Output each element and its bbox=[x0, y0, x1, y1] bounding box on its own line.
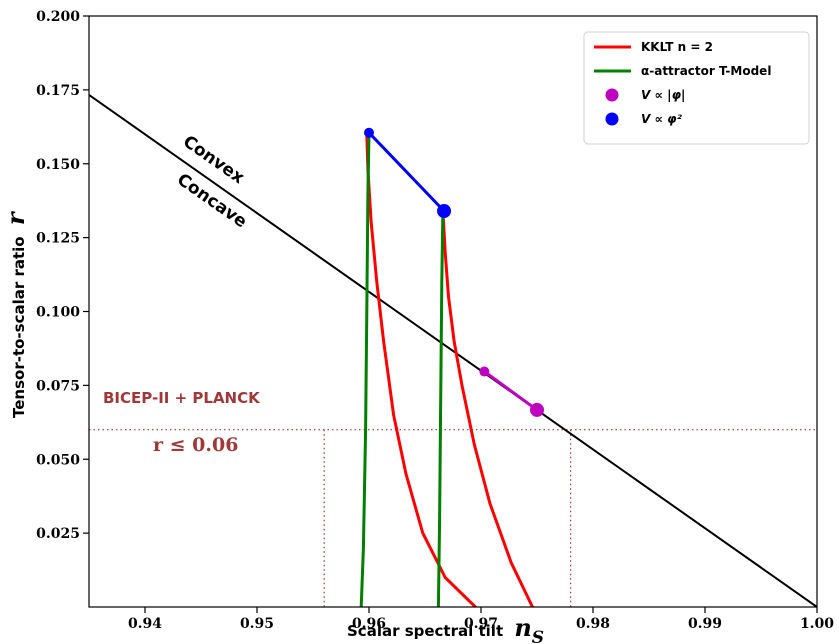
tick-layer: 0.94 0.95 0.96 0.97 0.98 0.99 1.00 0.025 0.050 0.… bbox=[36, 9, 834, 632]
y-tick-label: 0.150 bbox=[36, 157, 80, 173]
series-point-vphi bbox=[479, 366, 490, 377]
y-tick-label: 0.050 bbox=[36, 452, 80, 468]
x-tick-label: 0.94 bbox=[128, 616, 162, 632]
x-tick-label: 0.95 bbox=[240, 616, 274, 632]
series-line-kklt bbox=[441, 209, 534, 607]
plot-area bbox=[89, 94, 817, 607]
x-axis-label-text: Scalar spectral tilt bbox=[347, 622, 503, 640]
y-tick-label: 0.025 bbox=[36, 526, 80, 542]
y-axis-symbol: r bbox=[1, 210, 30, 225]
x-tick-label: 0.99 bbox=[688, 616, 722, 632]
legend-vphi2-marker bbox=[605, 112, 619, 126]
series-line-vphi2 bbox=[367, 131, 446, 213]
series-point-vphi bbox=[530, 402, 544, 417]
series-point-vphi2 bbox=[364, 127, 374, 138]
y-axis-label: Tensor-to-scalar ratio r bbox=[1, 210, 30, 418]
marker-layer bbox=[364, 127, 544, 417]
series-layer bbox=[89, 94, 817, 607]
series-line-kklt bbox=[365, 132, 477, 607]
legend: KKLT n = 2 α-attractor T-Model V ∝ |φ| V… bbox=[583, 31, 810, 145]
x-tick-label: 0.97 bbox=[464, 616, 498, 632]
y-axis-label-text: Tensor-to-scalar ratio bbox=[10, 236, 28, 418]
y-tick-label: 0.075 bbox=[36, 378, 80, 394]
y-tick-label: 0.125 bbox=[36, 231, 80, 247]
x-tick-label: 1.00 bbox=[800, 616, 834, 632]
legend-alpha-label: α-attractor T-Model bbox=[641, 64, 771, 78]
legend-box bbox=[583, 31, 810, 145]
series-line-vphi bbox=[482, 370, 539, 412]
y-tick-label: 0.200 bbox=[36, 9, 80, 25]
x-axis-subscript: S bbox=[532, 628, 544, 644]
x-axis-label: Scalar spectral tilt nS bbox=[347, 613, 544, 644]
series-line-alpha bbox=[436, 209, 445, 607]
x-tick-label: 0.96 bbox=[352, 616, 386, 632]
bound-label: r ≤ 0.06 bbox=[153, 434, 238, 456]
bicep-label: BICEP-II + PLANCK bbox=[103, 389, 261, 407]
x-axis-symbol: n bbox=[514, 613, 531, 642]
series-point-vphi2 bbox=[437, 204, 452, 219]
legend-vphi-marker bbox=[605, 88, 619, 102]
convex-concave-divider bbox=[89, 94, 817, 607]
y-tick-label: 0.100 bbox=[36, 305, 80, 321]
legend-vphi-label: V ∝ |φ| bbox=[641, 88, 685, 102]
series-line-alpha bbox=[359, 132, 371, 607]
legend-vphi2-label: V ∝ φ² bbox=[641, 112, 683, 126]
axes-frame bbox=[88, 15, 818, 608]
legend-kklt-label: KKLT n = 2 bbox=[641, 40, 713, 54]
x-tick-label: 0.98 bbox=[576, 616, 610, 632]
y-tick-label: 0.175 bbox=[36, 83, 80, 99]
